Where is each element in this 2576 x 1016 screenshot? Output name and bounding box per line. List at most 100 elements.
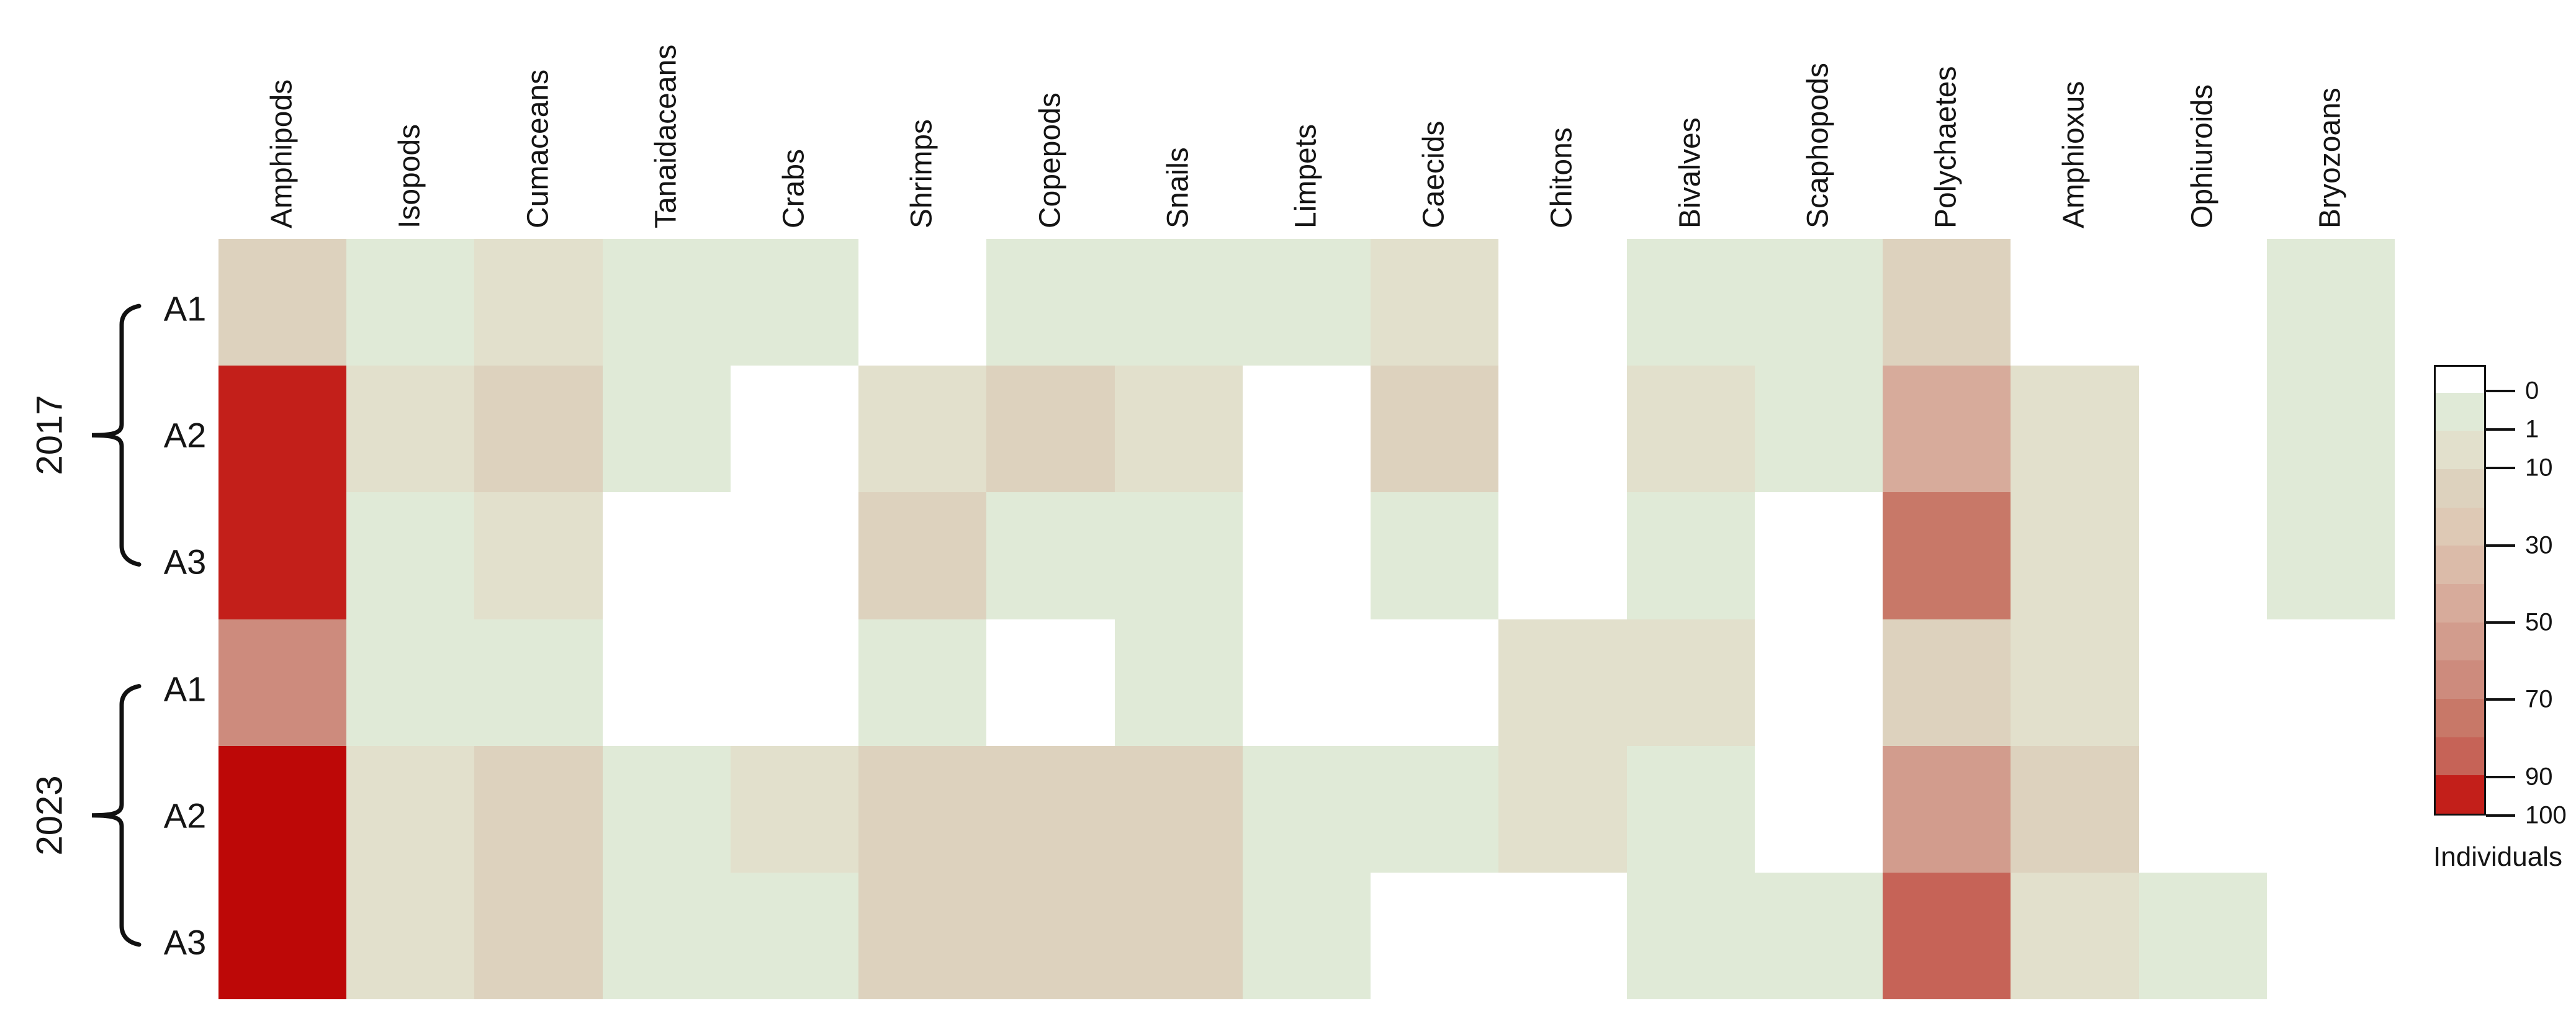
legend-band — [2436, 367, 2484, 393]
heatmap-cell — [1498, 872, 1627, 999]
heatmap-cell — [1114, 366, 1243, 493]
heatmap-cell — [858, 872, 987, 999]
legend-tick-label: 90 — [2525, 763, 2553, 791]
heatmap-cell — [1754, 872, 1883, 999]
heatmap-cell — [1754, 366, 1883, 493]
heatmap-cell — [1498, 619, 1627, 746]
heatmap-cell — [730, 239, 859, 366]
heatmap-cell — [474, 872, 603, 999]
heatmap-cell — [1371, 366, 1499, 493]
heatmap-cell — [1883, 239, 2011, 366]
heatmap-cell — [1498, 492, 1627, 619]
heatmap-cell — [1883, 366, 2011, 493]
heatmap-cell — [730, 619, 859, 746]
heatmap-cell — [986, 366, 1115, 493]
legend-band — [2436, 584, 2484, 623]
heatmap-cell — [1626, 239, 1755, 366]
legend-tick-label: 50 — [2525, 608, 2553, 636]
legend-tick-line — [2486, 467, 2515, 470]
heatmap-cell — [1242, 872, 1371, 999]
legend-tick-line — [2486, 698, 2515, 701]
heatmap-cell — [986, 239, 1115, 366]
heatmap-cell — [1242, 619, 1371, 746]
legend-tick-line — [2486, 428, 2515, 431]
heatmap-cell — [602, 619, 731, 746]
heatmap-cell — [1114, 239, 1243, 366]
row-label-station: A2 — [163, 415, 207, 455]
heatmap-cell — [2138, 492, 2267, 619]
heatmap-cell — [858, 745, 987, 873]
heatmap-cell — [602, 872, 731, 999]
heatmap-cell — [1626, 366, 1755, 493]
heatmap-cell — [1883, 619, 2011, 746]
legend-tick-line — [2486, 814, 2515, 817]
heatmap-cell — [2138, 745, 2267, 873]
heatmap-cell — [2138, 239, 2267, 366]
heatmap-cell — [1242, 492, 1371, 619]
row-label-station: A1 — [163, 669, 207, 709]
heatmap-cell — [1754, 492, 1883, 619]
heatmap-cell — [1114, 619, 1243, 746]
heatmap-cell — [1754, 619, 1883, 746]
heatmap-cell — [730, 872, 859, 999]
heatmap-cell — [474, 745, 603, 873]
heatmap-cell — [474, 619, 603, 746]
heatmap-cell — [1883, 872, 2011, 999]
heatmap-cell — [986, 872, 1115, 999]
heatmap-cell — [858, 619, 987, 746]
heatmap-cell — [1626, 619, 1755, 746]
legend-band — [2436, 775, 2484, 814]
heatmap-cell — [346, 492, 475, 619]
legend-band — [2436, 546, 2484, 585]
heatmap-cell — [2266, 239, 2395, 366]
heatmap-cell — [1242, 745, 1371, 873]
legend-tick-label: 10 — [2525, 454, 2553, 482]
heatmap-cell — [474, 492, 603, 619]
legend-band — [2436, 660, 2484, 699]
heatmap-cell — [218, 745, 347, 873]
heatmap-cell — [1498, 239, 1627, 366]
legend-tick-label: 70 — [2525, 685, 2553, 713]
heatmap-cell — [346, 872, 475, 999]
heatmap-cell — [1626, 872, 1755, 999]
heatmap-cell — [2011, 492, 2139, 619]
heatmap-cell — [474, 366, 603, 493]
heatmap-cell — [346, 366, 475, 493]
heatmap-cell — [986, 745, 1115, 873]
legend-colorbar — [2434, 365, 2486, 816]
legend-tick-line — [2486, 775, 2515, 778]
legend-band — [2436, 431, 2484, 469]
heatmap-cell — [1626, 492, 1755, 619]
heatmap-cell — [1242, 239, 1371, 366]
heatmap-cell — [2011, 239, 2139, 366]
heatmap-cell — [1371, 619, 1499, 746]
legend-tick-label: 30 — [2525, 531, 2553, 559]
heatmap-grid — [218, 239, 2395, 999]
heatmap-cell — [602, 366, 731, 493]
row-label-station: A3 — [163, 542, 207, 582]
heatmap-cell — [1498, 366, 1627, 493]
heatmap-cell — [474, 239, 603, 366]
heatmap-cell — [986, 619, 1115, 746]
heatmap-cell — [1114, 872, 1243, 999]
heatmap-cell — [346, 619, 475, 746]
heatmap-cell — [858, 366, 987, 493]
legend-band — [2436, 737, 2484, 776]
heatmap-cell — [1883, 492, 2011, 619]
heatmap-cell — [1242, 366, 1371, 493]
heatmap-cell — [2138, 619, 2267, 746]
heatmap-cell — [218, 239, 347, 366]
heatmap-cell — [1883, 745, 2011, 873]
legend-tick-line — [2486, 621, 2515, 624]
heatmap-cell — [602, 492, 731, 619]
legend-band — [2436, 699, 2484, 737]
heatmap-cell — [1754, 239, 1883, 366]
heatmap-cell — [2266, 366, 2395, 493]
heatmap-cell — [1114, 745, 1243, 873]
legend-tick-line — [2486, 544, 2515, 547]
heatmap-cell — [1754, 745, 1883, 873]
heatmap-cell — [730, 745, 859, 873]
heatmap-cell — [602, 745, 731, 873]
heatmap-cell — [346, 745, 475, 873]
